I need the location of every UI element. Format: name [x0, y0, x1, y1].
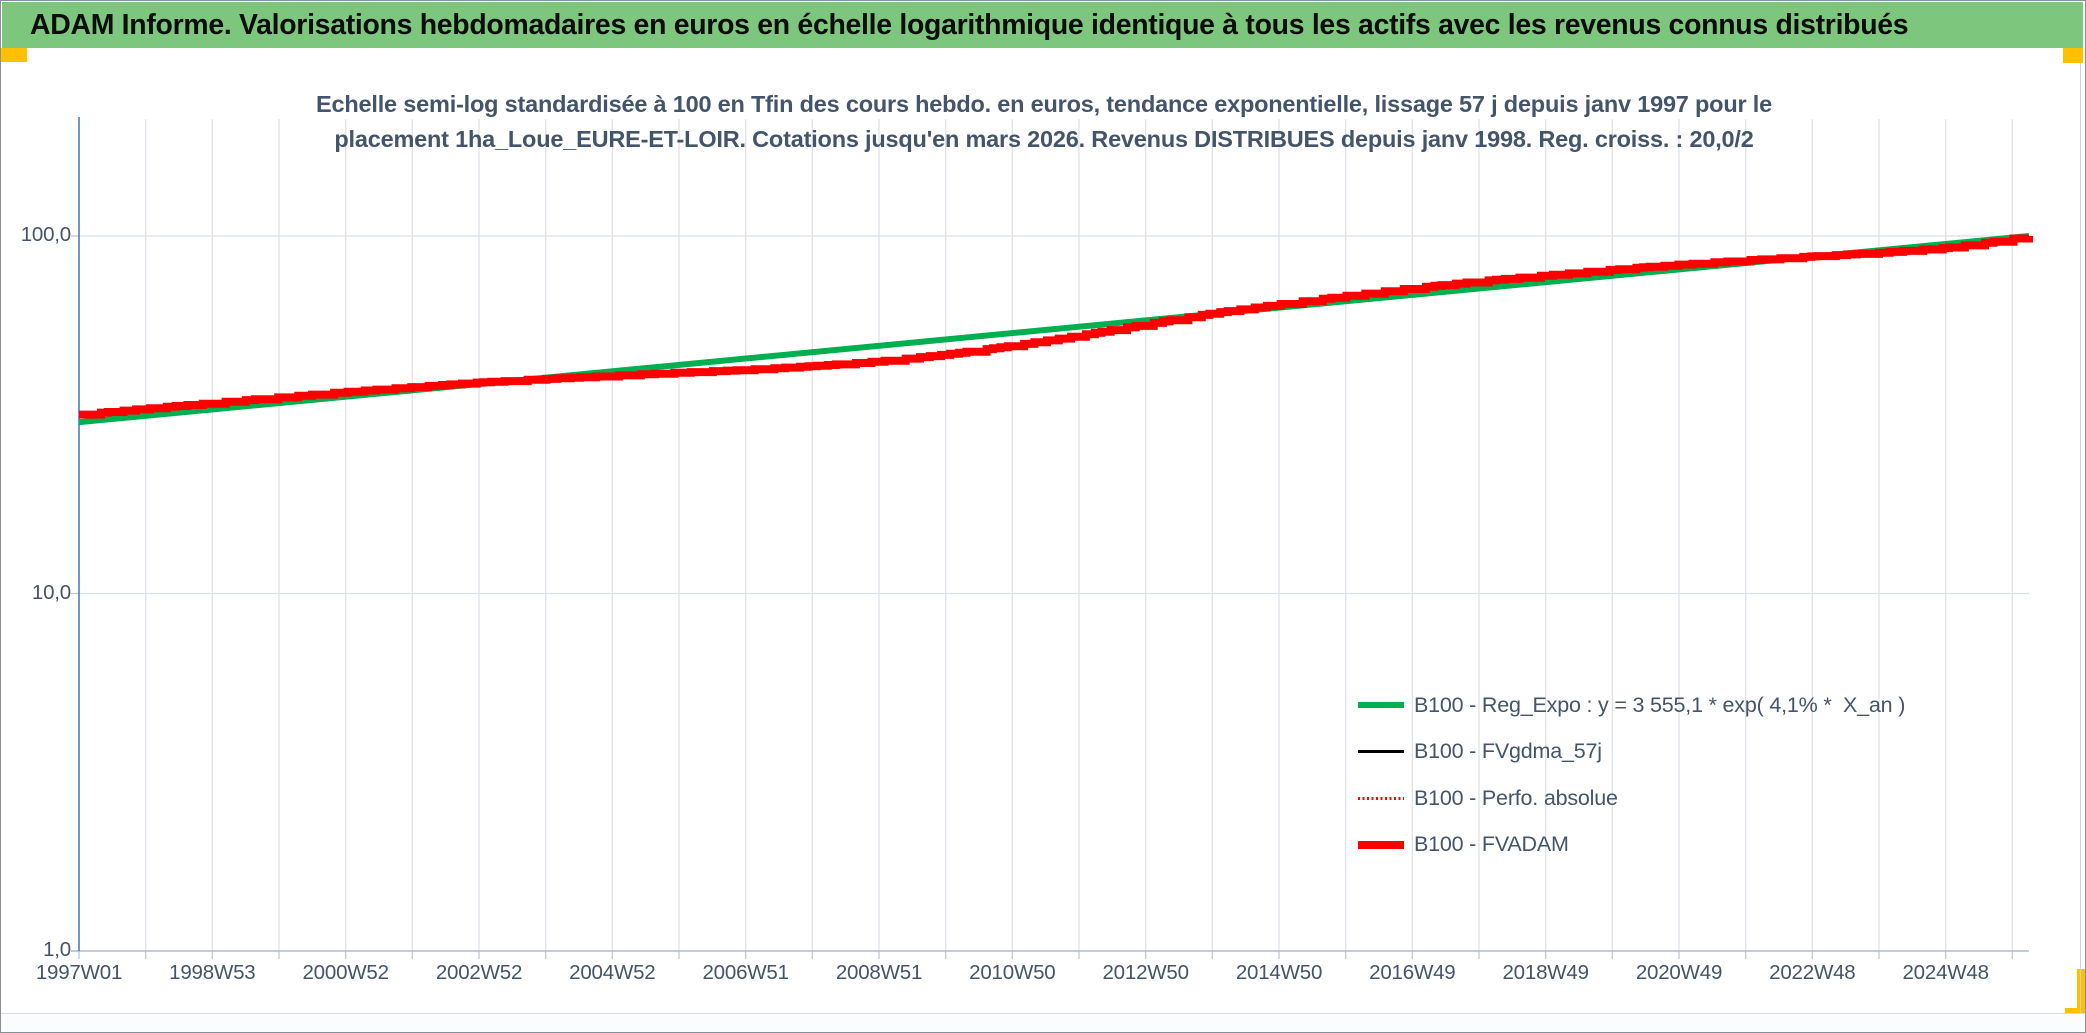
chart-legend: B100 - Reg_Expo : y = 3 555,1 * exp( 4,1…: [1358, 682, 1905, 868]
sheet-header-bar: ADAM Informe. Valorisations hebdomadaire…: [2, 2, 2083, 48]
legend-item-fvadam[interactable]: B100 - FVADAM: [1358, 822, 1905, 869]
x-axis-tick-label: 2022W48: [1769, 961, 1856, 984]
x-axis-tick-label: 1998W53: [169, 961, 256, 984]
x-axis-tick-label: 2020W49: [1635, 961, 1723, 984]
x-axis-tick-label: 2024W48: [1902, 961, 1989, 984]
x-axis-tick-label: 1997W01: [35, 961, 123, 984]
legend-item-reg-expo[interactable]: B100 - Reg_Expo : y = 3 555,1 * exp( 4,1…: [1358, 682, 1905, 729]
chart-title: Echelle semi-log standardisée à 100 en T…: [284, 87, 1804, 157]
legend-line-sample-green: [1358, 702, 1404, 709]
legend-line-sample-dotted-red: [1358, 796, 1404, 800]
sheet-title: ADAM Informe. Valorisations hebdomadaire…: [30, 8, 1909, 41]
x-axis-tick-label: 2010W50: [969, 961, 1056, 984]
legend-item-perfo-absolue[interactable]: B100 - Perfo. absolue: [1358, 775, 1905, 822]
x-axis-tick-label: 2006W51: [702, 961, 789, 984]
x-axis-tick-label: 2012W50: [1102, 961, 1189, 984]
x-axis-tick-label: 2000W52: [302, 961, 389, 984]
legend-label: B100 - FVgdma_57j: [1414, 739, 1602, 764]
legend-line-sample-red: [1358, 840, 1404, 849]
legend-label: B100 - FVADAM: [1414, 832, 1569, 857]
y-axis-tick-label: 10,0: [31, 580, 71, 604]
legend-item-fvgdma[interactable]: B100 - FVgdma_57j: [1358, 729, 1905, 776]
legend-label: B100 - Reg_Expo : y = 3 555,1 * exp( 4,1…: [1414, 692, 1906, 717]
gold-cell-top-left: [1, 48, 27, 62]
legend-label: B100 - Perfo. absolue: [1414, 785, 1618, 810]
chart-title-line1: Echelle semi-log standardisée à 100 en T…: [316, 91, 1772, 117]
x-axis-tick-label: 2004W52: [569, 961, 656, 984]
sheet-bottom-strip: [1, 1013, 2085, 1032]
x-axis-tick-label: 2016W49: [1369, 961, 1456, 984]
gold-cell-right-strip: [2077, 969, 2085, 1032]
legend-line-sample-black: [1358, 750, 1404, 754]
chart-right-border: [2080, 63, 2081, 1013]
x-axis-tick-label: 2014W50: [1235, 961, 1323, 984]
gold-cell-top-right: [2063, 48, 2083, 63]
y-axis-tick-label: 100,0: [20, 223, 72, 246]
chart-title-line2: placement 1ha_Loue_EURE-ET-LOIR. Cotatio…: [334, 126, 1754, 152]
x-axis-tick-label: 2008W51: [835, 961, 923, 984]
y-axis-tick-label: 1,0: [43, 938, 71, 961]
x-axis-tick-label: 2002W52: [435, 961, 523, 984]
series-fvadam-line: [79, 234, 2033, 419]
x-axis-tick-label: 2018W49: [1502, 961, 1589, 984]
